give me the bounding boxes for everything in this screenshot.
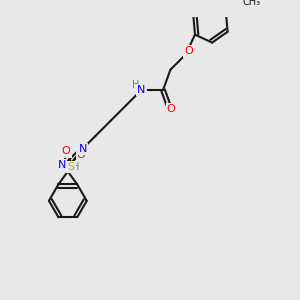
- Text: O: O: [77, 150, 85, 160]
- Text: CH₃: CH₃: [243, 0, 261, 8]
- Text: O: O: [61, 146, 70, 156]
- Text: O: O: [167, 104, 176, 114]
- Text: N: N: [79, 144, 87, 154]
- Text: S: S: [68, 162, 75, 172]
- Text: H: H: [72, 162, 79, 172]
- Text: N: N: [58, 160, 66, 170]
- Text: N: N: [137, 85, 146, 95]
- Text: O: O: [184, 46, 193, 56]
- Text: H: H: [132, 80, 139, 90]
